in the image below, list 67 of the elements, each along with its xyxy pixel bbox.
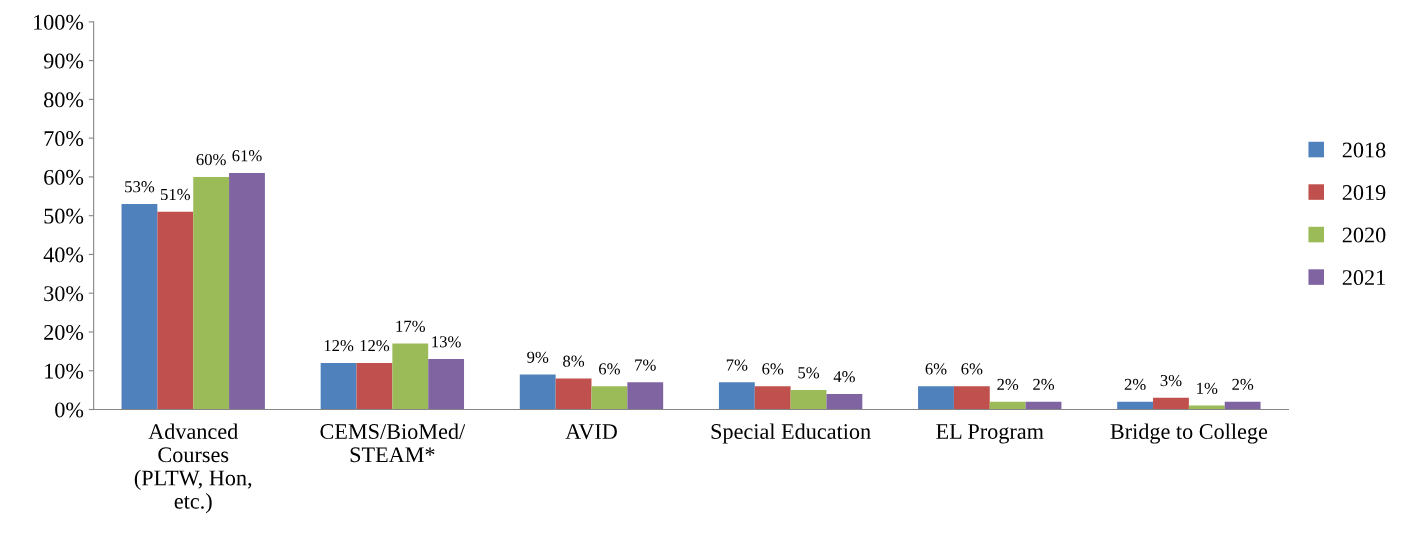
- bar: [1117, 401, 1154, 410]
- data-label: 13%: [432, 336, 461, 348]
- bar: [718, 382, 755, 410]
- data-label: 8%: [563, 355, 585, 367]
- bar: [918, 386, 954, 410]
- data-label: 6%: [599, 363, 620, 375]
- bar: [229, 173, 265, 410]
- bar: [1153, 397, 1189, 410]
- legend-label: 2021: [1342, 270, 1385, 286]
- bar: [392, 343, 429, 410]
- y-tick-label: 90%: [43, 53, 84, 69]
- legend-label: 2018: [1342, 142, 1386, 158]
- data-label: 7%: [635, 359, 656, 371]
- data-label: 9%: [527, 351, 549, 363]
- y-tick-label: 100%: [34, 14, 84, 30]
- bar: [790, 390, 827, 410]
- bar: [555, 378, 592, 410]
- bar: [320, 362, 357, 410]
- x-tick-label: Advanced Courses (PLTW, Hon, etc.): [134, 423, 252, 514]
- y-tick-label: 50%: [44, 208, 84, 224]
- bar: [519, 374, 556, 410]
- data-label: 6%: [961, 363, 983, 375]
- data-label: 2%: [1033, 378, 1055, 391]
- bar: [754, 386, 791, 410]
- y-tick-label: 40%: [43, 247, 84, 263]
- y-tick-label: 20%: [44, 324, 84, 340]
- data-label: 4%: [833, 371, 855, 383]
- data-label: 60%: [196, 153, 226, 166]
- data-label: 2%: [997, 378, 1019, 391]
- x-tick-label: Special Education: [711, 423, 871, 444]
- x-tick-label: EL Program: [936, 424, 1044, 444]
- x-tick-label: Bridge to College: [1110, 423, 1268, 444]
- data-label: 5%: [798, 367, 820, 379]
- data-label: 6%: [925, 363, 947, 375]
- data-label: 61%: [232, 150, 262, 162]
- data-label: 51%: [160, 188, 191, 201]
- data-label: 6%: [762, 363, 784, 375]
- data-label: 1%: [1197, 382, 1218, 394]
- y-tick-label: 30%: [44, 286, 84, 302]
- data-label: 17%: [396, 320, 425, 332]
- bar: [193, 176, 230, 410]
- bar: [591, 386, 628, 410]
- bar: [953, 386, 990, 410]
- data-label: 53%: [125, 181, 155, 193]
- data-label: 2%: [1124, 378, 1146, 391]
- data-label: 3%: [1160, 374, 1182, 387]
- y-tick-label: 10%: [45, 363, 84, 379]
- bar: [121, 204, 158, 410]
- bar: [627, 382, 664, 410]
- bar: [826, 393, 863, 410]
- bar: [1224, 401, 1261, 410]
- y-tick-label: 0%: [55, 402, 84, 418]
- data-label: 12%: [360, 340, 390, 352]
- y-tick-label: 60%: [44, 169, 84, 185]
- y-tick-label: 70%: [44, 131, 84, 147]
- bar: [356, 362, 393, 410]
- y-tick-label: 80%: [44, 92, 84, 108]
- legend-label: 2019: [1342, 185, 1386, 201]
- bar: [989, 401, 1026, 410]
- bar: [157, 211, 194, 410]
- bar: [428, 359, 465, 410]
- x-tick-label: AVID: [565, 424, 617, 440]
- data-label: 7%: [726, 359, 748, 371]
- x-tick-label: CEMS/BioMed/ STEAM*: [320, 423, 466, 463]
- legend-label: 2020: [1342, 227, 1386, 243]
- data-label: 12%: [324, 340, 354, 352]
- data-label: 2%: [1232, 378, 1254, 391]
